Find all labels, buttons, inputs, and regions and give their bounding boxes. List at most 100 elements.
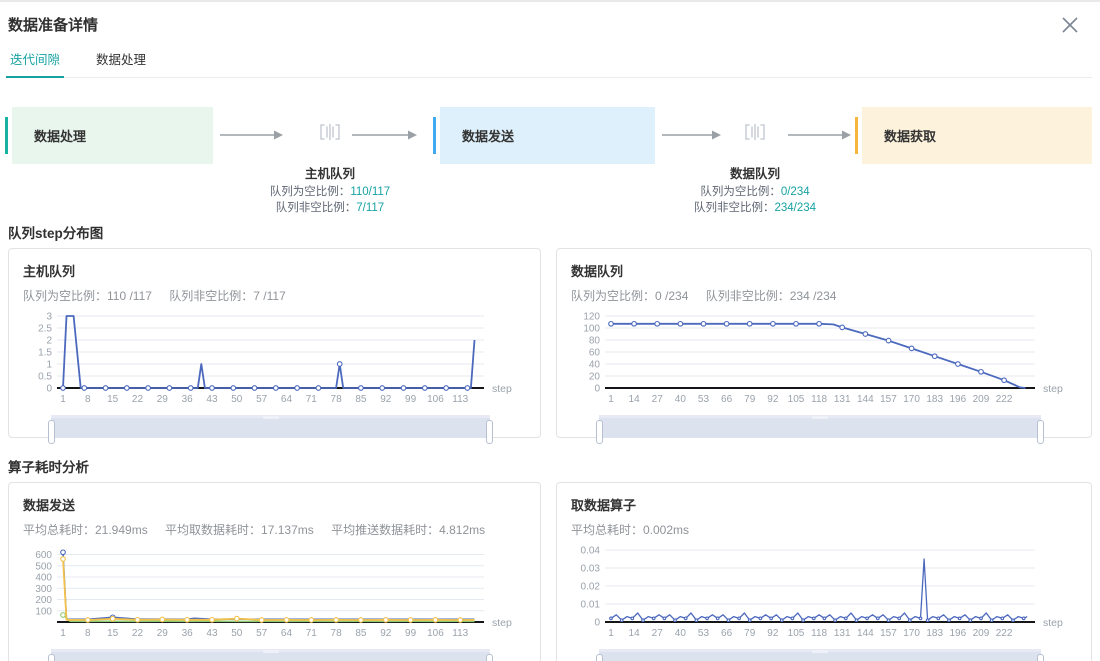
svg-text:222: 222 xyxy=(996,394,1013,405)
tab-bar: 迭代间隙 数据处理 xyxy=(5,45,1092,78)
datazoom-handle-left[interactable] xyxy=(48,420,55,444)
datazoom-handle-left[interactable] xyxy=(596,420,603,444)
svg-text:27: 27 xyxy=(652,628,664,639)
queue-icon xyxy=(745,124,765,140)
svg-text:1: 1 xyxy=(608,394,614,405)
svg-text:71: 71 xyxy=(306,394,318,405)
line-chart-svg: 00.511.522.531 8 15 22 29 36 43 50 57 64 71 78 85 92 9… xyxy=(38,312,512,406)
pipeline-diagram: 数据处理 主机队列 队列为空比例：110/117 队列非空比例：7/117 数据… xyxy=(0,107,1100,214)
datazoom-slider[interactable] xyxy=(48,415,493,444)
close-button[interactable] xyxy=(1058,14,1082,38)
svg-text:400: 400 xyxy=(35,573,52,584)
svg-text:50: 50 xyxy=(231,628,243,639)
svg-text:300: 300 xyxy=(35,584,52,595)
datazoom-handle-left[interactable] xyxy=(48,654,55,661)
card-data-send: 数据发送 平均总耗时：21.949ms 平均取数据耗时：17.137ms 平均推… xyxy=(8,482,541,661)
flow-node-accent xyxy=(433,117,436,154)
svg-text:27: 27 xyxy=(652,394,664,405)
svg-text:53: 53 xyxy=(698,628,710,639)
subtitle-part: 平均总耗时：21.949ms xyxy=(23,523,148,537)
svg-text:1.5: 1.5 xyxy=(38,348,52,359)
svg-text:85: 85 xyxy=(355,628,367,639)
svg-text:2: 2 xyxy=(46,336,52,347)
svg-text:196: 196 xyxy=(950,394,967,405)
svg-text:1: 1 xyxy=(60,394,66,405)
svg-text:15: 15 xyxy=(107,394,119,405)
queue-icon xyxy=(320,124,340,140)
svg-text:64: 64 xyxy=(281,394,293,405)
svg-text:0.03: 0.03 xyxy=(581,564,601,575)
svg-text:43: 43 xyxy=(206,628,218,639)
svg-text:1: 1 xyxy=(60,628,66,639)
datazoom-handle-right[interactable] xyxy=(1037,654,1044,661)
svg-text:2.5: 2.5 xyxy=(38,324,52,335)
card-subtitle: 平均总耗时：0.002ms xyxy=(571,521,1077,538)
datazoom-handle-right[interactable] xyxy=(1037,420,1044,444)
card-data-queue: 数据队列 队列为空比例：0 /234 队列非空比例：234 /234 0 20 40… xyxy=(556,248,1092,444)
section-title: 队列step分布图 xyxy=(8,226,104,241)
flow-node-label: 数据发送 xyxy=(440,107,655,164)
svg-text:209: 209 xyxy=(973,394,990,405)
svg-text:92: 92 xyxy=(767,628,779,639)
svg-text:20: 20 xyxy=(589,372,601,383)
svg-text:3: 3 xyxy=(46,312,52,323)
datazoom-grip[interactable] xyxy=(812,416,828,419)
flow-queue-data: 数据队列 队列为空比例：0/234 队列非空比例：234/234 xyxy=(670,107,840,216)
svg-text:118: 118 xyxy=(811,628,827,639)
tab-data-process[interactable]: 数据处理 xyxy=(96,53,147,67)
svg-text:144: 144 xyxy=(857,394,874,405)
datazoom-handle-right[interactable] xyxy=(486,420,493,444)
datazoom-slider[interactable] xyxy=(48,649,493,661)
stat-label: 队列非空比例： xyxy=(275,201,357,214)
svg-text:66: 66 xyxy=(721,394,733,405)
tab-iteration-gap[interactable]: 迭代间隙 xyxy=(5,45,65,78)
subtitle-part: 平均推送数据耗时：4.812ms xyxy=(331,523,486,537)
card-fetch-operator: 取数据算子 平均总耗时：0.002ms 0 0.01 0.02 0.03 0.04 1 14… xyxy=(556,482,1092,661)
svg-text:500: 500 xyxy=(35,561,52,572)
svg-text:170: 170 xyxy=(903,394,920,405)
stat-label: 队列非空比例： xyxy=(693,201,775,214)
svg-text:600: 600 xyxy=(35,550,52,561)
card-title: 主机队列 xyxy=(23,264,76,279)
datazoom-slider[interactable] xyxy=(596,649,1044,661)
svg-text:8: 8 xyxy=(85,394,91,405)
svg-text:29: 29 xyxy=(157,394,169,405)
datazoom-grip[interactable] xyxy=(262,416,279,419)
datazoom-grip[interactable] xyxy=(262,650,279,653)
svg-text:43: 43 xyxy=(206,394,218,405)
subtitle-part: 平均取数据耗时：17.137ms xyxy=(165,523,314,537)
datazoom-grip[interactable] xyxy=(812,650,828,653)
svg-text:183: 183 xyxy=(926,394,943,405)
flow-queue-host: 主机队列 队列为空比例：110/117 队列非空比例：7/117 xyxy=(245,107,415,216)
svg-text:0.02: 0.02 xyxy=(581,582,601,593)
svg-text:64: 64 xyxy=(281,628,293,639)
svg-text:100: 100 xyxy=(583,324,600,335)
card-subtitle: 队列为空比例：110 /117 队列非空比例：7 /117 xyxy=(23,287,526,304)
queue-label: 主机队列 xyxy=(304,167,355,181)
svg-text:105: 105 xyxy=(788,394,805,405)
svg-text:22: 22 xyxy=(132,628,144,639)
svg-text:200: 200 xyxy=(35,595,52,606)
chart-host-queue: 0 0.5 1 1.5 2 2.5 3 1 8 15 22 29 36 43 50 57 64 71 78 85 92 9… xyxy=(23,308,526,444)
close-icon xyxy=(1062,16,1078,33)
svg-text:0: 0 xyxy=(46,384,52,395)
svg-text:36: 36 xyxy=(182,394,194,405)
subtitle-part: 队列非空比例：234 /234 xyxy=(705,289,837,303)
datazoom-slider[interactable] xyxy=(596,415,1044,444)
svg-text:105: 105 xyxy=(788,628,805,639)
stat-value: 110/117 xyxy=(350,186,391,198)
section-queue-step: 队列step分布图 主机队列 队列为空比例：110 /117 队列非空比例：7 … xyxy=(8,222,1092,444)
datazoom-handle-left[interactable] xyxy=(596,654,603,661)
chart-fetch-operator: 0 0.01 0.02 0.03 0.04 1 14 27 40 53 66 79 92 105 118 13… xyxy=(571,542,1077,661)
datazoom-handle-right[interactable] xyxy=(486,654,493,661)
subtitle-part: 队列为空比例：110 /117 xyxy=(23,289,152,303)
svg-text:57: 57 xyxy=(256,628,268,639)
svg-text:step: step xyxy=(492,383,512,395)
svg-text:1: 1 xyxy=(46,360,52,371)
svg-text:144: 144 xyxy=(857,628,874,639)
svg-text:80: 80 xyxy=(589,336,601,347)
top-divider xyxy=(0,0,1100,2)
flow-arrow-icon xyxy=(352,130,417,140)
flow-node-data-fetch: 数据获取 xyxy=(855,107,1092,164)
